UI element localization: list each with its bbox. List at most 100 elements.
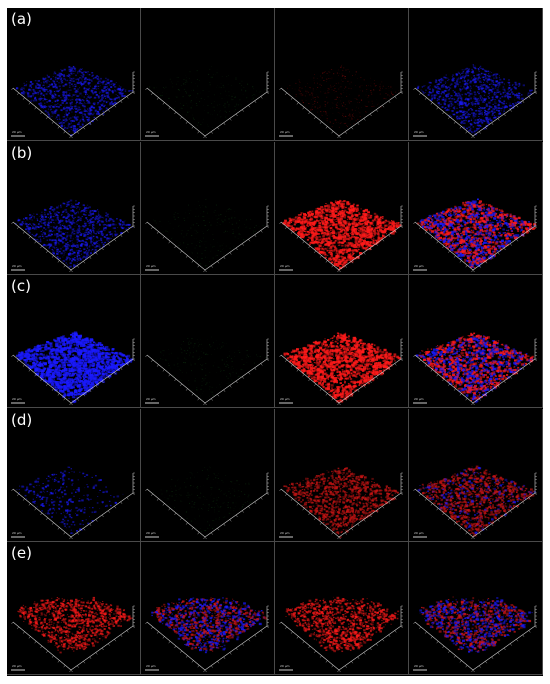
panel-render xyxy=(11,331,135,406)
axis-box xyxy=(11,71,135,139)
microscopy-panel: 20 µm xyxy=(409,408,543,542)
microscopy-panel: 20 µm xyxy=(141,542,275,676)
microscopy-panel: 20 µm xyxy=(141,408,275,542)
fluorescence-signal xyxy=(15,65,134,137)
axis-box xyxy=(145,338,269,406)
axis-box xyxy=(11,472,135,539)
axis-box xyxy=(413,71,537,139)
axis-box xyxy=(279,606,403,673)
fluorescence-signal xyxy=(285,597,400,653)
row-label: (c) xyxy=(11,277,31,296)
scale-bar-label: 20 µm xyxy=(414,130,424,134)
axis-box xyxy=(279,71,403,139)
scale-bar-label: 20 µm xyxy=(12,530,22,535)
microscopy-panel: 20 µm xyxy=(7,275,141,409)
microscopy-panel: 20 µm xyxy=(7,8,141,141)
axis-box xyxy=(413,472,537,539)
panel-render xyxy=(11,199,135,272)
panel-render xyxy=(413,596,537,673)
fluorescence-signal xyxy=(153,197,264,267)
axis-box xyxy=(11,338,135,406)
scale-bar-label: 20 µm xyxy=(146,397,156,402)
scale-bar-label: 20 µm xyxy=(280,664,290,669)
row-label: (b) xyxy=(11,143,33,162)
scale-bar-label: 20 µm xyxy=(280,263,290,268)
panel-render xyxy=(11,597,135,673)
scale-bar-label: 20 µm xyxy=(12,664,22,669)
panel-render xyxy=(145,466,269,539)
axis-box xyxy=(145,606,269,673)
figure-row: (b) 20 µm 20 µm 20 µm 20 µm xyxy=(7,141,543,275)
row-label: (d) xyxy=(11,410,33,429)
scale-bar-label: 20 µm xyxy=(146,130,156,134)
fluorescence-signal xyxy=(15,199,133,268)
axis-box xyxy=(145,472,269,539)
fluorescence-signal xyxy=(283,332,401,403)
panel-render xyxy=(279,467,403,539)
scale-bar-label: 20 µm xyxy=(414,664,424,669)
scale-bar-label: 20 µm xyxy=(280,130,290,134)
microscopy-panel: 20 µm xyxy=(275,275,409,409)
scale-bar-label: 20 µm xyxy=(12,263,22,268)
axis-box xyxy=(145,71,269,139)
fluorescence-signal xyxy=(17,597,133,654)
panel-render xyxy=(279,597,403,673)
fluorescence-signal xyxy=(16,466,124,534)
scale-bar-label: 20 µm xyxy=(12,130,22,134)
microscopy-panel: 20 µm xyxy=(7,542,141,676)
panel-render xyxy=(145,336,269,406)
axis-box xyxy=(11,205,135,272)
panel-render xyxy=(279,199,403,272)
axis-box xyxy=(413,338,537,406)
fluorescence-signal xyxy=(153,466,258,535)
microscopy-panel: 20 µm xyxy=(409,141,543,275)
axis-box xyxy=(413,606,537,673)
panel-render xyxy=(413,198,537,272)
fluorescence-signal xyxy=(16,331,133,404)
panel-render xyxy=(145,66,269,139)
scale-bar-label: 20 µm xyxy=(146,530,156,535)
fluorescence-signal xyxy=(151,597,268,654)
scale-bar-label: 20 µm xyxy=(146,263,156,268)
fluorescence-signal xyxy=(149,66,266,133)
figure-row: (c) 20 µm 20 µm 20 µm 20 µm xyxy=(7,275,543,409)
figure-row: (e) 20 µm 20 µm 20 µm 20 µm xyxy=(7,542,543,676)
panel-render xyxy=(145,597,269,673)
microscopy-panel: 20 µm xyxy=(275,141,409,275)
axis-box xyxy=(279,205,403,272)
microscopy-panel: 20 µm xyxy=(7,408,141,542)
fluorescence-signal xyxy=(416,64,533,136)
row-label: (a) xyxy=(11,10,32,28)
scale-bar-label: 20 µm xyxy=(12,397,22,402)
microscopy-panel: 20 µm xyxy=(141,141,275,275)
panel-render xyxy=(11,65,135,139)
fluorescence-signal xyxy=(419,596,533,654)
panel-render xyxy=(279,332,403,406)
scale-bar-label: 20 µm xyxy=(280,530,290,535)
axis-box xyxy=(145,205,269,272)
micrograph-figure: (a) 20 µm 20 µm 20 µm 20 µm (b) 20 µm 20 µm 20 µ… xyxy=(7,8,543,676)
scale-bar-label: 20 µm xyxy=(414,530,424,535)
axis-box xyxy=(413,205,537,272)
panel-render xyxy=(11,466,135,539)
fluorescence-signal xyxy=(415,332,534,404)
row-label: (e) xyxy=(11,544,32,563)
microscopy-panel: 20 µm xyxy=(141,275,275,409)
microscopy-panel: 20 µm xyxy=(7,141,141,275)
microscopy-panel: 20 µm xyxy=(409,8,543,141)
microscopy-panel: 20 µm xyxy=(409,275,543,409)
axis-box xyxy=(11,606,135,673)
figure-row: (d) 20 µm 20 µm 20 µm 20 µm xyxy=(7,408,543,542)
panel-render xyxy=(413,64,537,139)
microscopy-panel: 20 µm xyxy=(409,542,543,676)
fluorescence-signal xyxy=(282,199,402,270)
scale-bar-label: 20 µm xyxy=(414,397,424,402)
panel-render xyxy=(413,465,537,539)
axis-box xyxy=(279,472,403,539)
fluorescence-signal xyxy=(156,336,267,400)
fluorescence-signal xyxy=(283,467,400,538)
scale-bar-label: 20 µm xyxy=(280,397,290,402)
axis-box xyxy=(279,338,403,406)
figure-row: (a) 20 µm 20 µm 20 µm 20 µm xyxy=(7,8,543,141)
scale-bar-label: 20 µm xyxy=(414,263,424,268)
